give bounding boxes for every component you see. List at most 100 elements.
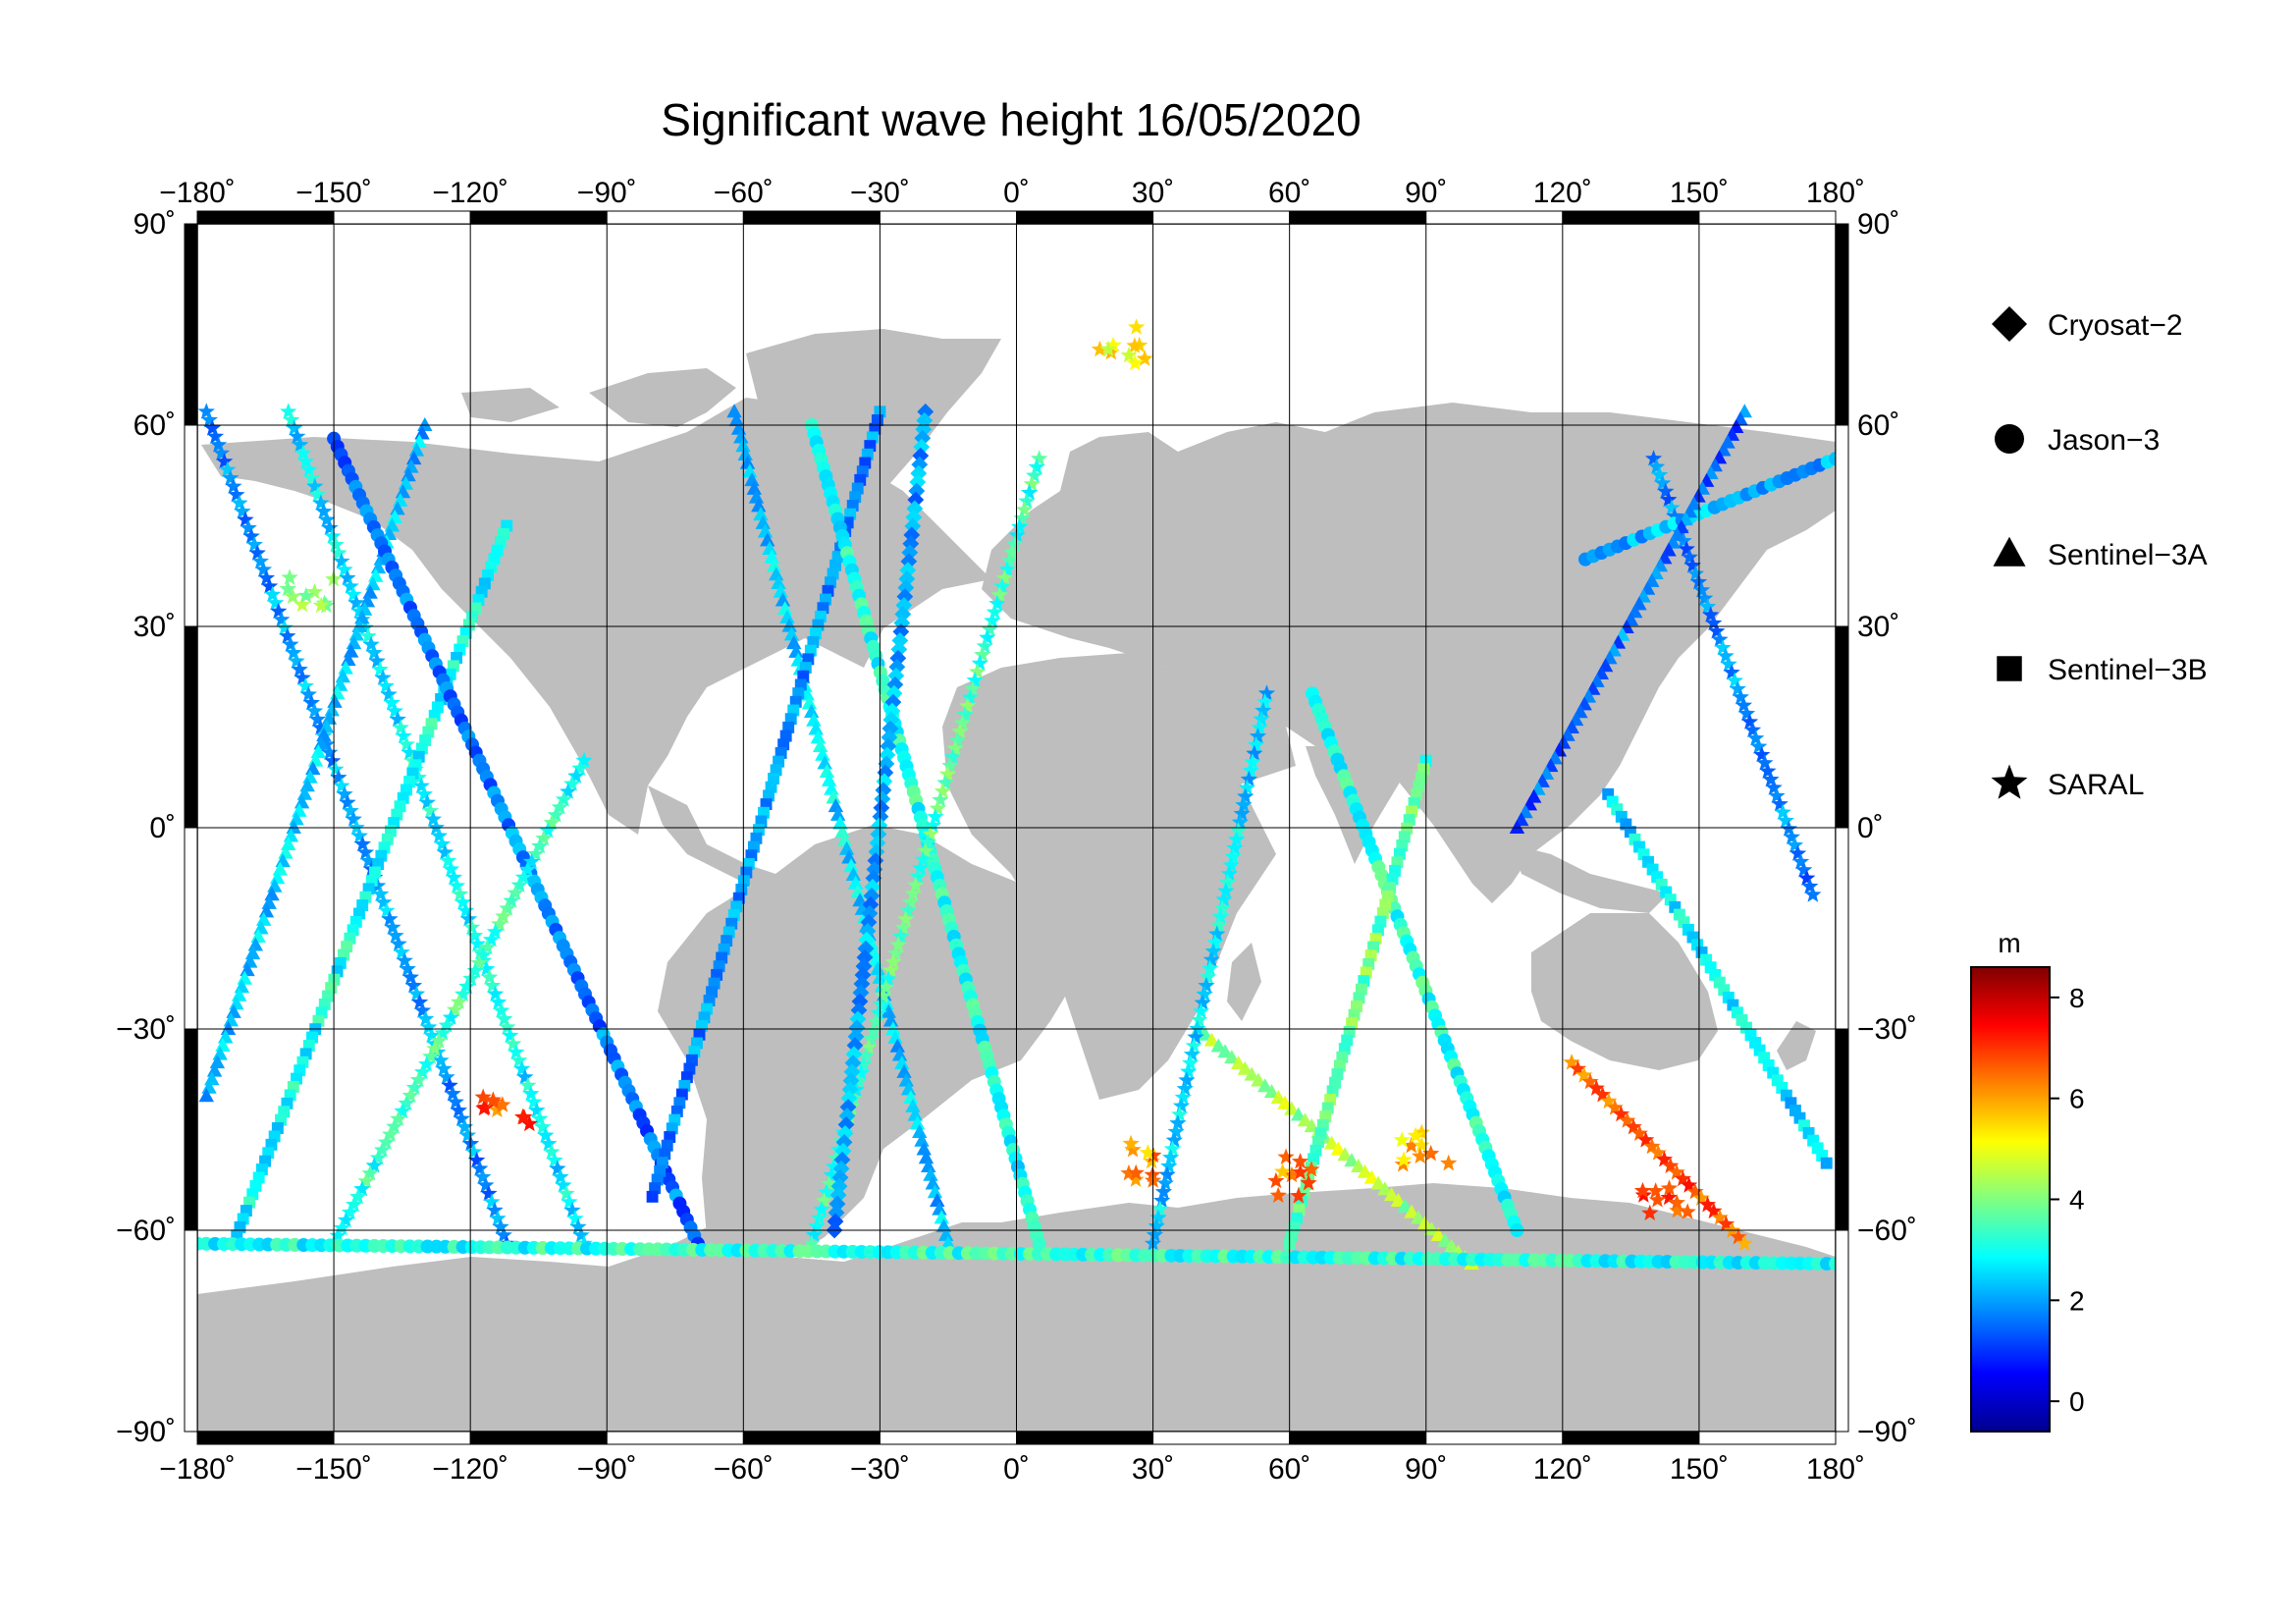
track-point [349, 915, 362, 928]
track-point [288, 652, 305, 669]
track-point [976, 637, 993, 654]
track-point [907, 1107, 923, 1121]
track-point [1219, 873, 1237, 891]
track-point [439, 851, 457, 869]
frame-segment-left [184, 223, 198, 426]
track-point [525, 1093, 543, 1109]
frame-segment-top [469, 210, 608, 225]
track-point [339, 793, 356, 810]
frame-segment-left [184, 625, 198, 829]
axis-tick-labels: −180˚ −180˚ −150˚ −150˚ −120˚ −120˚ −90˚ −90˚ −6… [116, 177, 1917, 1486]
track-point [1224, 1050, 1240, 1064]
track-point [828, 1195, 846, 1213]
track-point [265, 1138, 278, 1151]
track-point [1767, 1066, 1780, 1079]
frame-segment-bottom [1562, 1431, 1700, 1445]
track-point [285, 644, 302, 661]
track-point [315, 1006, 328, 1019]
track-point [706, 986, 719, 999]
track-point [387, 927, 404, 944]
track-point [1351, 1158, 1366, 1172]
track-point [1206, 934, 1224, 950]
track-point [347, 924, 359, 937]
track-point [813, 1200, 830, 1217]
track-point [1201, 959, 1219, 976]
track-point [914, 850, 932, 867]
hotspot-point [1679, 1203, 1696, 1219]
track-point [1709, 968, 1722, 981]
track-point [400, 784, 412, 796]
track-point [909, 1115, 926, 1130]
track-point [905, 1098, 921, 1112]
track-point [1381, 890, 1394, 902]
track-point [856, 465, 869, 478]
track-point [1786, 837, 1804, 853]
track-point [369, 1149, 387, 1165]
track-point [560, 783, 577, 799]
lon-tick-label-top: 0˚ [1003, 177, 1030, 209]
track-point [444, 668, 456, 680]
track-point [1343, 1025, 1356, 1038]
track-point [296, 676, 314, 694]
track-point [940, 1235, 956, 1250]
track-point [441, 1076, 458, 1093]
track-point [365, 1157, 383, 1173]
track-point [428, 709, 441, 722]
land-eurasia [982, 403, 1836, 903]
track-point [433, 835, 452, 852]
track-point [912, 447, 930, 464]
hotspot-point [1633, 1181, 1652, 1199]
track-point [916, 411, 934, 429]
track-point [803, 1234, 821, 1251]
track-point [527, 844, 545, 862]
track-point [1750, 737, 1768, 754]
track-point [1256, 693, 1274, 710]
track-point [1686, 931, 1699, 944]
track-point [799, 662, 812, 674]
track-point [1393, 847, 1406, 860]
track-point [1637, 1131, 1655, 1148]
track-point [1253, 710, 1270, 727]
track-point [1189, 1019, 1206, 1037]
track-point [804, 644, 817, 657]
hotspot-point [515, 1109, 533, 1125]
track-point [405, 1078, 423, 1096]
track-point [1286, 1229, 1299, 1241]
track-point [325, 982, 338, 995]
track-point [1351, 1001, 1362, 1012]
track-point [860, 1038, 878, 1055]
track-point [925, 1175, 940, 1190]
track-point [762, 541, 777, 556]
track-point [1606, 1099, 1624, 1115]
track-point [833, 1151, 851, 1168]
track-point [1509, 819, 1525, 834]
frame-segment-top [333, 210, 471, 225]
track-point [422, 726, 435, 738]
track-point [346, 1195, 363, 1213]
track-point [836, 833, 853, 847]
track-point [458, 1126, 477, 1143]
track-point [1244, 753, 1261, 770]
lon-tick-label-top: 30˚ [1132, 177, 1174, 209]
track-point [203, 419, 221, 436]
track-point [770, 764, 782, 777]
track-point [841, 849, 857, 864]
track-point [539, 822, 557, 839]
track-point [1663, 499, 1681, 515]
track-point [279, 627, 296, 644]
track-point [275, 1113, 287, 1126]
track-point [234, 1220, 246, 1233]
track-point [219, 460, 237, 477]
colorbar-unit: m [1998, 928, 2020, 958]
frame-segment-top [1562, 210, 1700, 225]
track-point [312, 1014, 325, 1027]
track-point [1720, 655, 1737, 672]
track-point [1020, 483, 1039, 501]
lat-tick-label-left: −90˚ [116, 1416, 176, 1448]
track-point [1699, 597, 1717, 615]
track-point [823, 1166, 840, 1183]
track-point [1377, 1181, 1393, 1196]
lon-tick-label-top: −120˚ [432, 177, 508, 209]
hotspot-point [1290, 1187, 1308, 1204]
